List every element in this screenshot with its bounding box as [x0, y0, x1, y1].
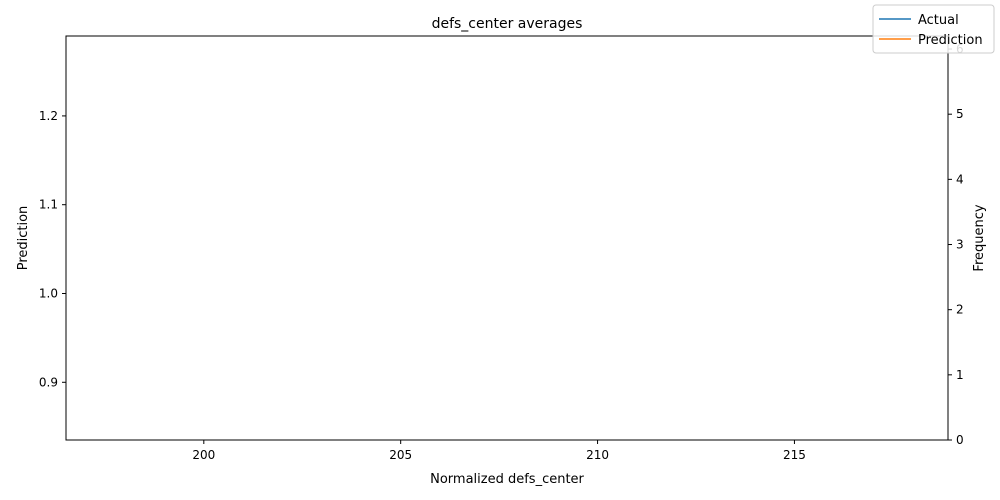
left-y-tick-label: 1.0	[39, 286, 58, 300]
right-y-tick-label: 3	[956, 238, 964, 252]
right-y-tick-label: 1	[956, 368, 964, 382]
x-axis-ticks: 200 205 210 215	[192, 440, 806, 462]
right-y-tick-label: 4	[956, 172, 964, 186]
x-tick-label: 215	[783, 448, 806, 462]
right-y-tick-label: 5	[956, 107, 964, 121]
right-y-tick-label: 0	[956, 433, 964, 447]
legend-label-prediction: Prediction	[918, 33, 983, 48]
left-y-tick-label: 0.9	[39, 375, 58, 389]
left-y-axis-ticks: 0.9 1.0 1.1 1.2	[39, 109, 66, 389]
x-axis-label: Normalized defs_center	[430, 472, 584, 487]
x-tick-label: 200	[192, 448, 215, 462]
right-y-tick-label: 2	[956, 303, 964, 317]
left-y-tick-label: 1.1	[39, 198, 58, 212]
plot-area	[65, 35, 949, 441]
x-tick-label: 205	[389, 448, 412, 462]
left-y-tick-label: 1.2	[39, 109, 58, 123]
left-y-axis-label: Prediction	[16, 206, 31, 271]
x-tick-label: 210	[586, 448, 609, 462]
legend: Actual Prediction	[872, 4, 995, 54]
right-y-axis-ticks: 0123456	[948, 42, 964, 447]
chart-title: defs_center averages	[432, 16, 583, 32]
right-y-axis-label: Frequency	[972, 204, 987, 271]
legend-label-actual: Actual	[918, 13, 959, 28]
legend-box	[872, 4, 995, 54]
